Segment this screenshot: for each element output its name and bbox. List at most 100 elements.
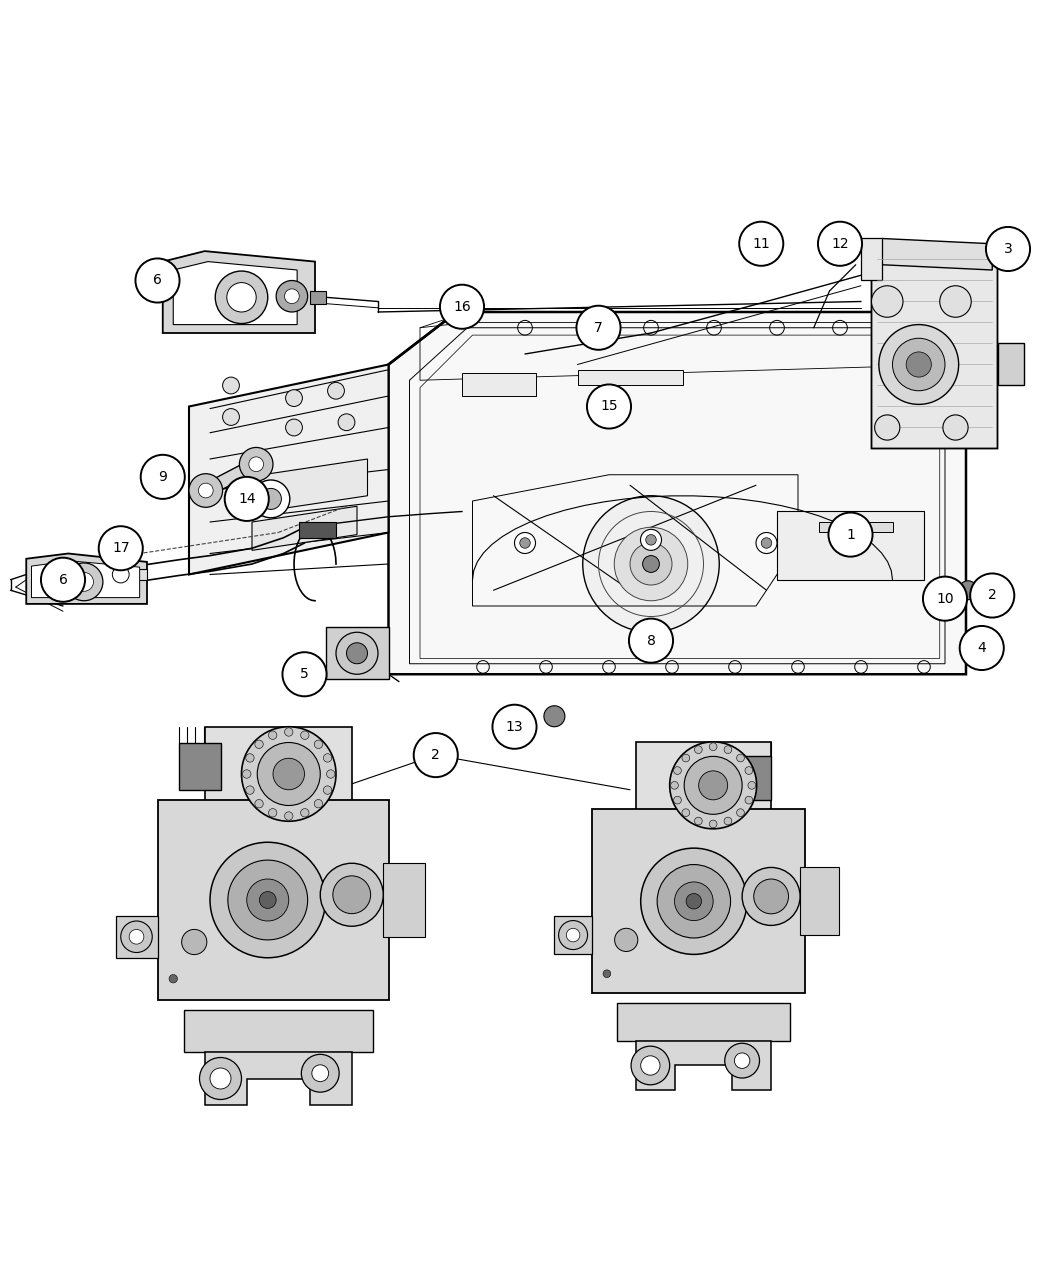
Circle shape: [737, 808, 744, 816]
Polygon shape: [205, 727, 352, 811]
Circle shape: [698, 771, 728, 799]
Circle shape: [246, 785, 254, 794]
Circle shape: [314, 799, 322, 808]
Circle shape: [260, 488, 281, 510]
Circle shape: [970, 574, 1014, 617]
Circle shape: [629, 618, 673, 663]
Circle shape: [210, 843, 326, 958]
Circle shape: [223, 377, 239, 394]
Circle shape: [710, 820, 717, 827]
Circle shape: [135, 259, 180, 302]
Polygon shape: [462, 372, 536, 397]
Circle shape: [686, 894, 701, 909]
Circle shape: [239, 448, 273, 481]
Text: 8: 8: [647, 634, 655, 648]
Circle shape: [492, 705, 537, 748]
Polygon shape: [998, 343, 1024, 385]
Polygon shape: [32, 561, 140, 598]
Circle shape: [724, 746, 732, 754]
Circle shape: [986, 227, 1030, 272]
Circle shape: [129, 929, 144, 944]
Circle shape: [670, 742, 757, 829]
Polygon shape: [26, 553, 147, 604]
Circle shape: [323, 754, 332, 762]
Circle shape: [614, 528, 688, 601]
Text: 4: 4: [978, 641, 986, 655]
Text: 5: 5: [300, 667, 309, 681]
Circle shape: [828, 513, 873, 557]
Circle shape: [282, 653, 327, 696]
Circle shape: [200, 1057, 242, 1099]
Circle shape: [346, 643, 367, 664]
Circle shape: [566, 928, 580, 942]
Polygon shape: [777, 511, 924, 580]
Text: 2: 2: [988, 589, 996, 603]
Polygon shape: [163, 251, 315, 333]
Circle shape: [320, 863, 383, 926]
Circle shape: [879, 325, 959, 404]
Circle shape: [285, 728, 293, 736]
Circle shape: [312, 1065, 329, 1081]
Circle shape: [215, 272, 268, 324]
Polygon shape: [189, 365, 388, 575]
Circle shape: [694, 746, 702, 754]
Circle shape: [514, 533, 536, 553]
Circle shape: [300, 808, 309, 817]
Circle shape: [724, 817, 732, 825]
Polygon shape: [242, 459, 368, 515]
Circle shape: [943, 414, 968, 440]
Circle shape: [640, 848, 747, 955]
Polygon shape: [299, 521, 336, 538]
Circle shape: [182, 929, 207, 955]
Circle shape: [643, 556, 659, 572]
Circle shape: [587, 385, 631, 428]
Polygon shape: [819, 521, 892, 533]
Circle shape: [520, 538, 530, 548]
Circle shape: [603, 970, 611, 978]
Polygon shape: [173, 261, 297, 325]
Circle shape: [559, 921, 588, 950]
Circle shape: [227, 283, 256, 312]
Text: 15: 15: [601, 399, 617, 413]
Polygon shape: [178, 742, 220, 789]
Circle shape: [960, 626, 1004, 671]
Polygon shape: [310, 291, 326, 303]
Circle shape: [112, 566, 129, 583]
Circle shape: [872, 286, 903, 317]
Circle shape: [440, 284, 484, 329]
Polygon shape: [882, 238, 992, 270]
Circle shape: [694, 817, 702, 825]
Circle shape: [336, 632, 378, 674]
Circle shape: [269, 731, 277, 739]
Circle shape: [875, 414, 900, 440]
Circle shape: [328, 382, 344, 399]
Circle shape: [544, 706, 565, 727]
Circle shape: [285, 289, 299, 303]
Circle shape: [243, 770, 251, 778]
Polygon shape: [733, 756, 771, 799]
Text: 13: 13: [506, 720, 523, 733]
Circle shape: [198, 483, 213, 497]
Circle shape: [754, 878, 789, 914]
Text: 10: 10: [937, 592, 953, 606]
Circle shape: [681, 754, 690, 762]
Polygon shape: [636, 1042, 771, 1090]
Circle shape: [285, 812, 293, 820]
Circle shape: [940, 286, 971, 317]
Text: 2: 2: [432, 748, 440, 762]
Circle shape: [681, 808, 690, 816]
Circle shape: [892, 338, 945, 390]
Circle shape: [923, 576, 967, 621]
Circle shape: [756, 533, 777, 553]
Circle shape: [746, 766, 753, 774]
Circle shape: [338, 414, 355, 431]
Circle shape: [761, 538, 772, 548]
Circle shape: [121, 921, 152, 952]
Circle shape: [210, 1068, 231, 1089]
Circle shape: [640, 1056, 660, 1075]
Circle shape: [286, 419, 302, 436]
Polygon shape: [205, 1052, 352, 1104]
Circle shape: [75, 572, 93, 592]
Circle shape: [65, 564, 103, 601]
Circle shape: [710, 743, 717, 751]
